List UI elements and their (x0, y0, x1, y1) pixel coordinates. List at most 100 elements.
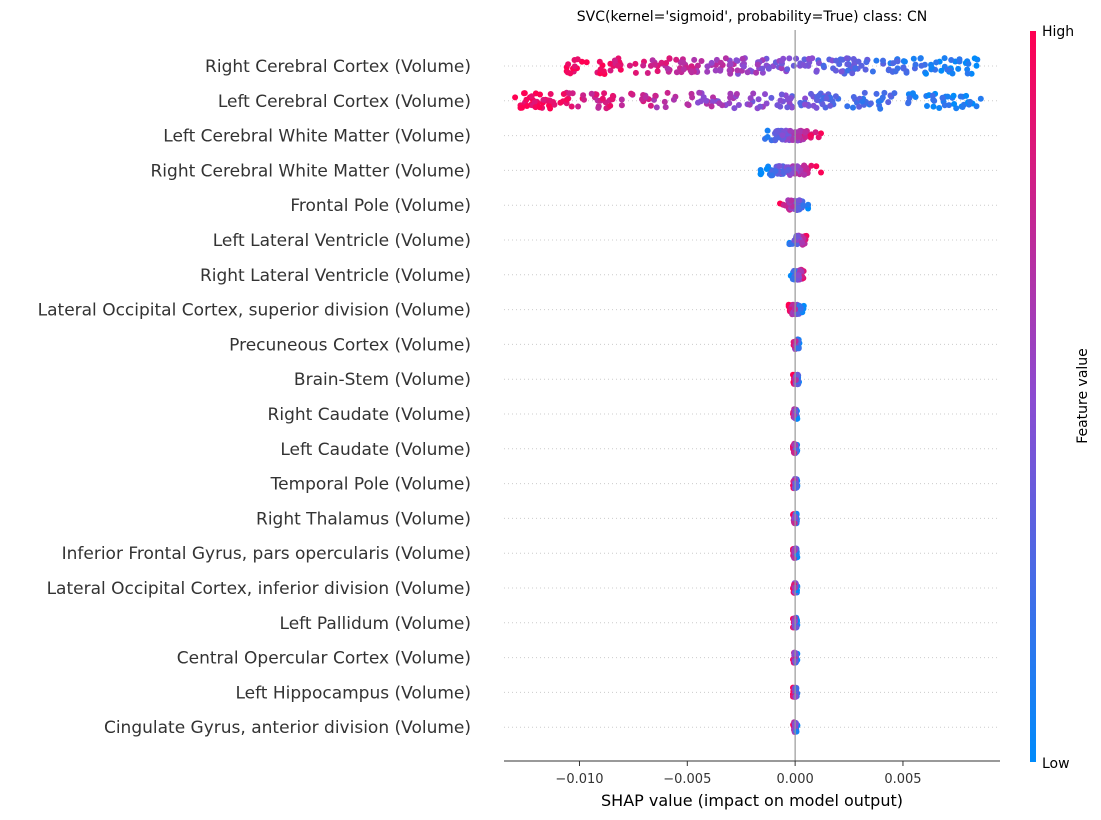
shap-point (653, 104, 660, 111)
shap-point (694, 62, 701, 69)
shap-point (523, 96, 530, 103)
shap-point (808, 162, 815, 169)
shap-point (557, 99, 564, 106)
gridlines (504, 65, 1000, 728)
shap-point (731, 105, 738, 112)
shap-point (885, 99, 892, 106)
shap-point (900, 65, 907, 72)
shap-point (820, 62, 827, 69)
shap-point (735, 102, 742, 108)
shap-point (790, 62, 797, 69)
shap-point (850, 56, 857, 62)
shap-point (816, 60, 822, 67)
shap-point (609, 92, 616, 99)
shap-point (521, 90, 528, 97)
shap-point (938, 67, 945, 74)
shap-point (734, 67, 741, 74)
shap-point (785, 167, 792, 173)
shap-point (695, 99, 701, 106)
shap-point (716, 100, 723, 107)
shap-point (796, 197, 803, 204)
shap-point (565, 61, 572, 68)
shap-point (967, 98, 974, 105)
shap-point (930, 103, 937, 110)
shap-point (574, 56, 581, 63)
shap-point (688, 90, 695, 97)
shap-point (843, 55, 850, 62)
shap-point (691, 56, 698, 63)
shap-point (596, 58, 603, 65)
shap-point (789, 104, 795, 111)
shap-point (813, 68, 820, 75)
shap-point (774, 102, 781, 109)
shap-point (680, 59, 687, 66)
shap-point (800, 61, 807, 68)
shap-point (658, 59, 665, 66)
shap-point (632, 69, 639, 76)
colorbar-low-label: Low (1042, 756, 1070, 772)
shap-point (792, 377, 799, 383)
shap-point (651, 61, 658, 68)
shap-point (862, 66, 869, 73)
shap-point (664, 65, 671, 72)
shap-point (632, 60, 639, 67)
shap-point (956, 58, 963, 65)
shap-point (788, 197, 795, 204)
shap-point (704, 63, 711, 70)
shap-point (879, 94, 886, 101)
shap-point (801, 101, 808, 108)
shap-point (796, 128, 803, 134)
shap-point (618, 96, 625, 103)
x-axis-label: SHAP value (impact on model output) (601, 791, 903, 810)
shap-point (787, 127, 794, 134)
shap-point (950, 92, 957, 99)
shap-point (793, 728, 800, 735)
shap-point (777, 97, 784, 104)
shap-point (663, 60, 670, 66)
shap-point (791, 547, 798, 554)
shap-point (601, 90, 608, 97)
shap-point (644, 70, 651, 76)
shap-point (789, 276, 796, 283)
shap-point (959, 104, 966, 110)
shap-point (856, 103, 863, 110)
shap-point (733, 91, 740, 97)
shap-point (704, 68, 711, 75)
shap-point (571, 63, 578, 70)
shap-point (802, 134, 809, 141)
shap-point (794, 345, 801, 352)
shap-point (768, 94, 775, 101)
shap-point (877, 105, 884, 112)
shap-point (832, 93, 839, 100)
shap-point (779, 57, 785, 64)
shap-point (776, 163, 783, 170)
shap-point (750, 90, 757, 97)
shap-point (575, 103, 582, 110)
shap-point (662, 104, 669, 111)
shap-point (664, 89, 671, 96)
shap-point (547, 91, 554, 97)
shap-point (757, 103, 764, 110)
shap-point (818, 169, 824, 176)
shap-point (698, 58, 705, 64)
shap-point (794, 205, 801, 211)
feature-label: Right Lateral Ventricle (Volume) (200, 266, 471, 286)
shap-point (593, 91, 600, 98)
shap-point (512, 94, 519, 101)
shap-point (599, 95, 606, 102)
shap-point (647, 102, 654, 109)
shap-point (727, 94, 734, 101)
shap-point (867, 100, 874, 107)
shap-point (977, 95, 984, 102)
shap-point (708, 103, 715, 110)
shap-point (768, 172, 775, 179)
shap-point (755, 96, 762, 103)
feature-label: Temporal Pole (Volume) (270, 475, 471, 495)
shap-point (753, 69, 760, 76)
shap-point (933, 59, 940, 66)
shap-point (850, 94, 857, 100)
shap-point (568, 103, 575, 110)
shap-point (600, 68, 607, 75)
shap-point (949, 70, 956, 77)
shap-point (863, 59, 870, 66)
